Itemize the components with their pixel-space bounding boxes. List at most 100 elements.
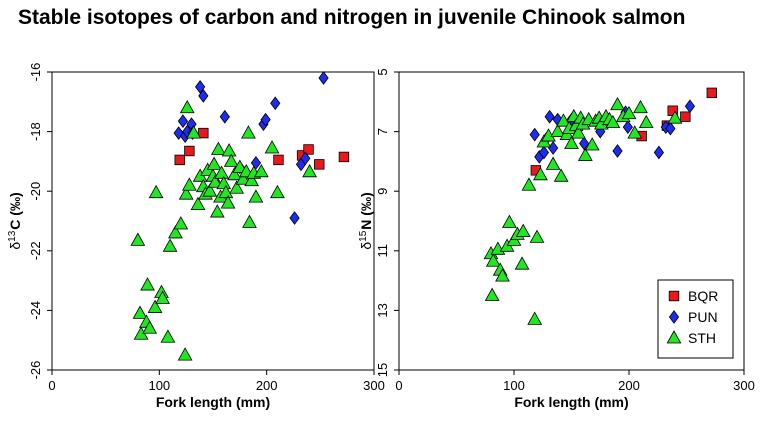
plot-frame: [398, 71, 745, 371]
sth-point: [229, 180, 244, 194]
sth-point: [545, 156, 561, 170]
sth-point: [206, 156, 222, 170]
sth-point: [502, 214, 517, 228]
sth-point: [190, 196, 206, 211]
sth-point: [179, 99, 195, 114]
sth-point: [550, 123, 566, 138]
bqr-point: [303, 144, 314, 155]
sth-point: [571, 125, 586, 139]
sth-point: [253, 164, 269, 178]
sth-point: [485, 253, 501, 267]
x-axis-label: Fork length (mm): [156, 394, 270, 410]
sth-point: [556, 113, 571, 127]
sth-point: [221, 143, 237, 157]
sth-point: [227, 166, 242, 181]
sth-point: [210, 141, 226, 155]
sth-point: [168, 225, 183, 239]
bqr-point: [314, 159, 325, 170]
sth-point: [564, 135, 579, 149]
pun-point: [198, 88, 209, 103]
sth-point: [142, 320, 158, 334]
y-tick-label: 15: [375, 363, 390, 377]
sth-point: [147, 299, 163, 313]
sth-point: [173, 216, 189, 230]
x-axis-label: Fork length (mm): [514, 394, 628, 410]
y-axis-label: δ15N (‰): [358, 192, 375, 249]
x-tick-label: 0: [395, 378, 402, 393]
x-tick-label: 200: [618, 378, 640, 393]
pun-point: [219, 109, 230, 124]
y-tick-label: 5: [375, 68, 390, 75]
sth-point: [162, 238, 178, 252]
x-tick-label: 100: [503, 378, 525, 393]
sth-point: [182, 177, 197, 191]
series-sth: [130, 99, 317, 361]
pun-point: [544, 109, 555, 124]
sth-point: [140, 277, 155, 291]
sth-point: [177, 347, 193, 361]
pun-point: [300, 151, 311, 166]
sth-point: [218, 184, 234, 199]
y-tick-label: -18: [28, 122, 43, 141]
sth-point: [553, 168, 569, 182]
pun-point: [270, 96, 281, 111]
y-tick-label: 9: [375, 188, 390, 195]
sth-point: [484, 287, 500, 301]
sth-point: [577, 147, 593, 161]
plot-frame: [51, 71, 375, 371]
bqr-point: [706, 87, 718, 99]
sth-point: [207, 174, 223, 188]
sth-point: [584, 137, 600, 151]
y-tick-label: 13: [375, 303, 390, 317]
sth-point: [235, 171, 251, 185]
pun-point: [622, 120, 633, 135]
pun-point: [318, 71, 329, 85]
sth-point: [248, 189, 264, 203]
pun-point: [684, 99, 696, 114]
sth-point: [627, 125, 643, 139]
pun-point: [289, 211, 300, 225]
sth-point: [242, 214, 257, 228]
pun-point: [250, 156, 262, 170]
bqr-point: [680, 111, 691, 122]
y-tick-label: 11: [375, 244, 390, 257]
sth-point: [241, 125, 256, 139]
bqr-point: [273, 154, 284, 166]
sth-point: [223, 153, 239, 167]
legend: BQR PUN STH: [657, 279, 734, 359]
pun-point: [612, 144, 623, 158]
bqr-point: [198, 127, 209, 139]
sth-point: [214, 165, 229, 179]
sth-point: [220, 195, 236, 209]
sth-point: [521, 177, 537, 191]
y-tick-label: -24: [28, 301, 43, 320]
sth-point: [178, 186, 194, 200]
pun-point: [665, 121, 676, 136]
sth-point: [148, 184, 164, 199]
x-tick-label: 0: [48, 378, 55, 393]
pun-point: [177, 114, 189, 129]
sth-point: [529, 229, 545, 243]
series-sth: [483, 96, 683, 325]
pun-point: [548, 141, 559, 155]
x-tick-label: 300: [363, 378, 385, 393]
sth-point: [633, 99, 648, 114]
sth-point: [270, 184, 285, 199]
sth-point: [638, 114, 654, 129]
pun-point: [538, 145, 549, 160]
y-tick-label: -16: [28, 63, 43, 82]
chart-title: Stable isotopes of carbon and nitrogen i…: [18, 6, 686, 29]
legend-label-sth: STH: [688, 330, 716, 346]
sth-point: [155, 290, 170, 304]
pun-point: [195, 80, 206, 94]
sth-point: [302, 164, 317, 178]
sth-point: [667, 110, 683, 124]
x-tick-label: 200: [256, 378, 278, 393]
legend-marker-pun: [668, 310, 680, 324]
sth-point: [232, 159, 248, 173]
sth-point: [186, 125, 202, 139]
x-tick-label: 100: [148, 378, 170, 393]
legend-label-bqr: BQR: [688, 288, 718, 304]
bqr-point: [338, 151, 350, 163]
series-bqr: [174, 127, 350, 170]
